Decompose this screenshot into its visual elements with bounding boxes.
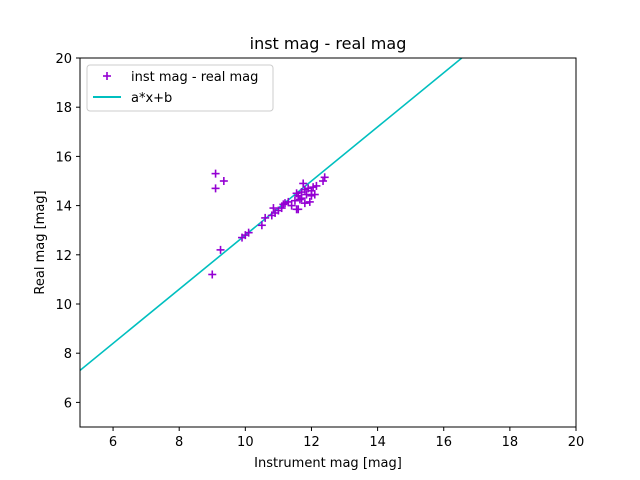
legend: inst mag - real mag a*x+b	[86, 64, 274, 112]
data-point	[257, 221, 266, 230]
legend-label-line: a*x+b	[131, 91, 172, 106]
x-tick-label: 8	[175, 435, 183, 450]
x-tick-label: 12	[303, 435, 320, 450]
plot-frame	[79, 57, 577, 428]
y-tick-label: 8	[64, 347, 72, 362]
data-point	[300, 199, 309, 208]
chart-title: inst mag - real mag	[250, 34, 407, 53]
data-point	[320, 173, 329, 182]
data-point	[211, 169, 220, 178]
data-point	[300, 185, 309, 194]
legend-box	[86, 64, 274, 112]
y-axis-label: Real mag [mag]	[33, 190, 48, 294]
data-point	[211, 184, 220, 193]
x-tick-label: 10	[237, 435, 254, 450]
x-tick-label: 6	[109, 435, 117, 450]
x-axis: 6 8 10 12 14 16 18 20	[109, 427, 584, 450]
y-tick-label: 12	[55, 249, 72, 264]
data-point	[279, 200, 288, 209]
y-tick-label: 18	[55, 101, 72, 116]
data-point	[294, 205, 303, 214]
x-tick-label: 18	[502, 435, 519, 450]
data-point	[219, 177, 228, 185]
y-tick-label: 6	[64, 396, 72, 411]
legend-plus-glyph	[103, 72, 111, 80]
x-axis-label: Instrument mag [mag]	[254, 456, 402, 471]
data-point	[244, 228, 253, 237]
x-tick-label: 14	[369, 435, 386, 450]
legend-marker-scatter	[103, 72, 111, 80]
data-point	[290, 196, 299, 205]
data-point	[287, 201, 296, 210]
data-point	[305, 197, 314, 206]
fit-line	[80, 58, 464, 372]
legend-label-scatter: inst mag - real mag	[131, 70, 258, 85]
y-tick-label: 20	[55, 52, 72, 67]
data-point	[208, 270, 217, 279]
plot-area	[80, 58, 464, 372]
y-tick-label: 14	[55, 200, 72, 215]
data-point	[297, 194, 306, 203]
data-point	[302, 190, 311, 199]
data-point	[319, 177, 328, 185]
data-point	[216, 245, 225, 254]
y-axis: 6 8 10 12 14 16 18 20	[55, 52, 80, 411]
x-tick-label: 20	[568, 435, 585, 450]
y-tick-label: 16	[55, 150, 72, 165]
data-point	[312, 181, 321, 190]
x-tick-label: 16	[435, 435, 452, 450]
y-tick-label: 10	[55, 298, 72, 313]
data-point	[269, 204, 278, 213]
data-point	[307, 191, 316, 200]
data-point	[295, 195, 304, 204]
data-point	[261, 213, 270, 222]
data-point	[292, 189, 301, 198]
data-point	[299, 179, 308, 188]
data-point	[277, 204, 286, 213]
